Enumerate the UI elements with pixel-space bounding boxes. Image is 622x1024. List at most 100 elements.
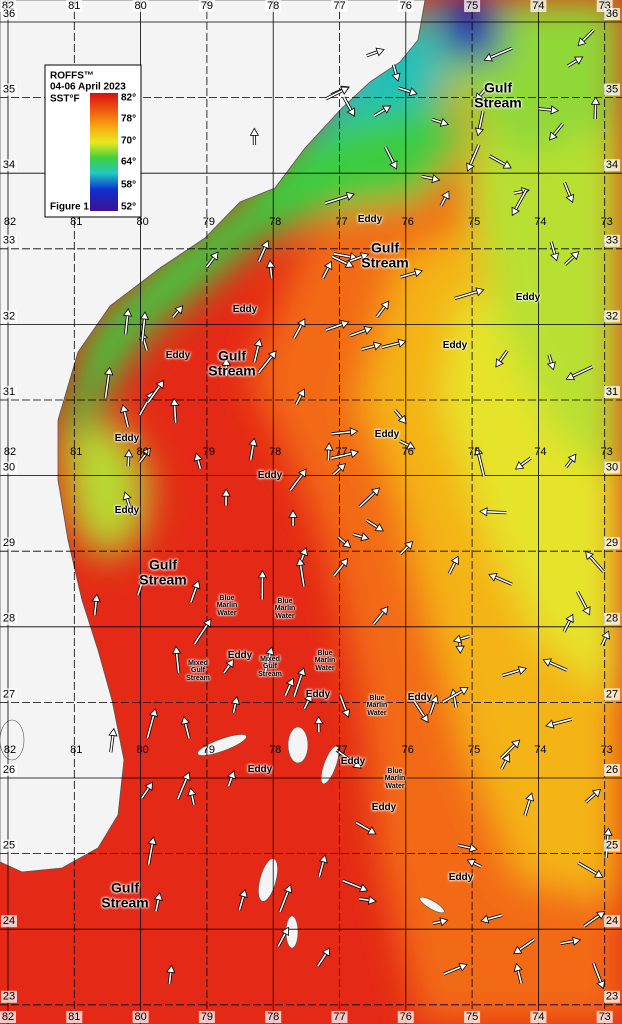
current-arrow <box>331 427 359 437</box>
current-arrow <box>399 439 416 450</box>
arrow-head <box>567 453 577 463</box>
current-arrow <box>373 105 392 118</box>
arrow-shaft-inner <box>325 322 345 331</box>
arrow-head <box>221 488 231 497</box>
arrow-head <box>122 491 132 501</box>
lon-label-inner: 78 <box>269 744 281 756</box>
arrow-head <box>380 300 390 310</box>
lon-label-inner: 80 <box>136 744 148 756</box>
arrow-head <box>260 239 270 250</box>
current-arrow <box>399 540 414 556</box>
arrow-head <box>295 557 306 567</box>
current-arrow <box>332 463 347 476</box>
lon-label-inner: 73 <box>601 446 613 458</box>
lon-label-top: 73 <box>599 0 611 12</box>
arrow-head <box>367 826 377 835</box>
grid-label-bg <box>1 310 17 323</box>
arrow-shaft-inner <box>238 894 245 911</box>
grid-label-bg <box>530 1011 547 1023</box>
current-arrow <box>187 787 197 806</box>
current-arrow <box>474 110 485 137</box>
arrow-head <box>323 260 333 271</box>
grid-label-bg <box>66 1011 83 1023</box>
current-arrow <box>331 255 355 268</box>
lon-label-inner: 82 <box>4 446 16 458</box>
arrow-shaft-inner <box>443 965 463 975</box>
arrow-head <box>565 193 575 204</box>
legend-date: 04-06 April 2023 <box>50 82 126 93</box>
arrow-shaft-inner <box>560 940 576 945</box>
current-arrow <box>479 507 507 517</box>
arrow-head <box>248 437 258 447</box>
grid-label-bg <box>604 990 620 1003</box>
arrow-shaft-inner <box>513 189 528 212</box>
arrow-head <box>511 739 521 749</box>
lat-label-left: 27 <box>3 688 15 700</box>
arrow-shaft-inner <box>342 879 364 890</box>
grid-label-bg <box>1 764 17 776</box>
current-arrow <box>335 748 362 769</box>
grid-label-bg <box>331 0 348 12</box>
current-arrow <box>546 354 556 371</box>
current-arrow <box>474 88 487 102</box>
current-arrow <box>513 938 536 955</box>
arrow-shaft-inner <box>147 384 162 403</box>
current-arrow <box>146 379 165 404</box>
arrow-shaft-inner <box>137 578 145 596</box>
lon-label-bottom: 76 <box>400 1011 412 1023</box>
lat-label-right: 32 <box>606 310 618 322</box>
arrow-shaft-inner <box>413 700 427 719</box>
map-annotation: Gulf Stream <box>361 239 409 270</box>
arrow-shaft-inner <box>538 107 554 112</box>
arrow-shaft-inner <box>147 841 154 865</box>
sst-field <box>60 0 622 1024</box>
grid-label-bg <box>1 461 17 474</box>
map-annotation: Eddy <box>257 469 283 481</box>
lat-label-right: 28 <box>606 613 618 625</box>
current-arrow <box>237 888 248 911</box>
current-arrow <box>488 573 513 586</box>
arrow-head <box>123 448 134 458</box>
current-arrow <box>480 913 503 924</box>
arrow-head <box>455 645 465 655</box>
legend-scale-label: 82° <box>121 93 136 104</box>
current-arrow <box>321 260 333 280</box>
arrow-shaft-inner <box>324 194 350 205</box>
current-arrow <box>483 46 513 62</box>
current-arrow <box>324 191 355 205</box>
current-arrow <box>454 287 485 301</box>
lon-label-inner: 80 <box>136 216 148 228</box>
lat-label-right: 34 <box>606 159 618 171</box>
lon-label-inner: 77 <box>335 446 347 458</box>
arrow-head <box>480 914 490 924</box>
current-arrow <box>474 446 486 477</box>
current-arrow <box>500 753 511 770</box>
lon-label-inner: 76 <box>402 446 414 458</box>
arrow-head <box>345 191 355 201</box>
arrow-shaft-inner <box>258 244 267 262</box>
current-arrow <box>108 727 118 753</box>
arrow-shaft-inner <box>493 575 513 586</box>
current-arrow <box>501 666 527 678</box>
map-annotation: Eddy <box>442 339 468 351</box>
lon-label-inner: 74 <box>534 216 546 228</box>
lon-label-inner: 82 <box>4 216 16 228</box>
lat-label-left: 35 <box>3 84 15 96</box>
current-arrow <box>292 667 306 698</box>
arrow-head <box>542 658 552 667</box>
arrow-head <box>573 56 584 65</box>
arrow-head <box>513 962 523 972</box>
arrow-head <box>144 781 153 792</box>
arrow-head <box>297 318 306 328</box>
grid-label-bg <box>1 612 17 625</box>
current-arrow <box>332 557 349 577</box>
arrow-shaft-inner <box>384 146 396 165</box>
arrow-head <box>391 72 401 82</box>
current-arrow <box>583 911 606 928</box>
lon-label-top: 79 <box>201 0 213 12</box>
lon-label-bottom: 82 <box>2 1011 14 1023</box>
lon-label-inner: 82 <box>4 744 16 756</box>
arrow-head <box>283 884 293 894</box>
current-arrow <box>292 318 306 340</box>
arrow-shaft-inner <box>177 776 188 800</box>
